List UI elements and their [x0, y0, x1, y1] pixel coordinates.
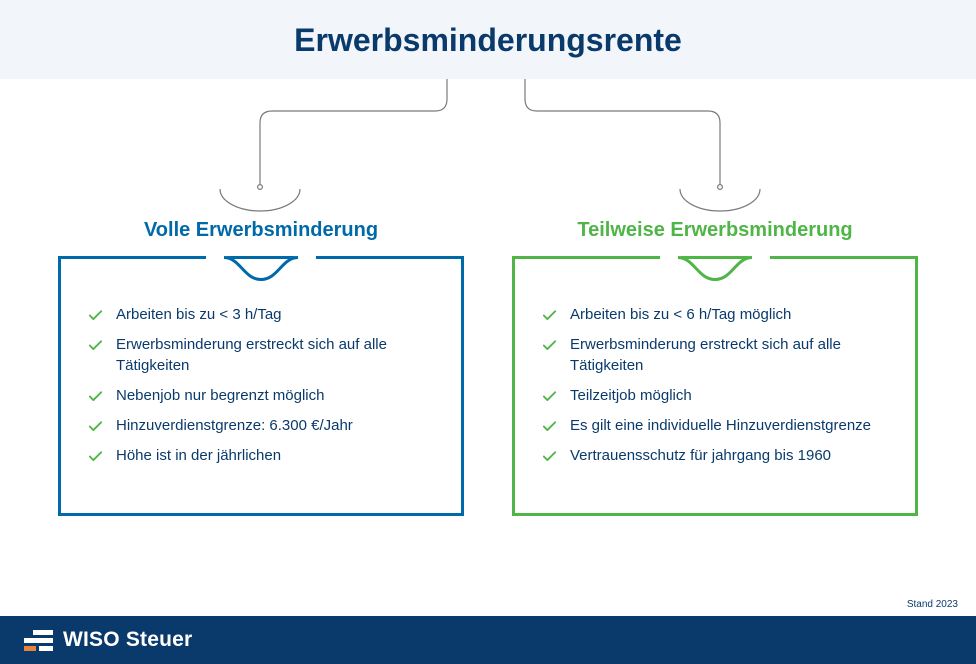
check-icon	[541, 337, 558, 354]
item-text: Vertrauensschutz für jahrgang bis 1960	[570, 446, 831, 466]
connector-svg	[0, 79, 976, 219]
list-item: Es gilt eine individuelle Hinzuverdienst…	[541, 416, 889, 436]
item-text: Arbeiten bis zu < 6 h/Tag möglich	[570, 305, 791, 325]
brand-name: WISO Steuer	[63, 628, 192, 652]
check-icon	[541, 307, 558, 324]
check-icon	[541, 418, 558, 435]
check-icon	[87, 307, 104, 324]
brand-logo-icon	[24, 630, 53, 651]
check-list-full: Arbeiten bis zu < 3 h/Tag Erwerbsminderu…	[87, 305, 435, 467]
notch-icon	[660, 256, 770, 284]
list-item: Vertrauensschutz für jahrgang bis 1960	[541, 446, 889, 466]
card-title-full: Volle Erwerbsminderung	[58, 219, 464, 242]
check-list-partial: Arbeiten bis zu < 6 h/Tag möglich Erwerb…	[541, 305, 889, 467]
stand-label: Stand 2023	[907, 599, 958, 610]
check-icon	[87, 337, 104, 354]
card-column-full: Volle Erwerbsminderung Arbeiten bis zu <…	[58, 219, 464, 516]
cards-row: Volle Erwerbsminderung Arbeiten bis zu <…	[0, 219, 976, 516]
list-item: Arbeiten bis zu < 3 h/Tag	[87, 305, 435, 325]
list-item: Höhe ist in der jährlichen	[87, 446, 435, 466]
item-text: Nebenjob nur begrenzt möglich	[116, 386, 324, 406]
card-box-partial: Arbeiten bis zu < 6 h/Tag möglich Erwerb…	[512, 256, 918, 516]
header-banner: Erwerbsminderungsrente	[0, 0, 976, 79]
list-item: Nebenjob nur begrenzt möglich	[87, 386, 435, 406]
item-text: Erwerbsminderung erstreckt sich auf alle…	[570, 335, 889, 376]
list-item: Hinzuverdienstgrenze: 6.300 €/Jahr	[87, 416, 435, 436]
check-icon	[541, 448, 558, 465]
check-icon	[87, 388, 104, 405]
card-title-partial: Teilweise Erwerbsminderung	[512, 219, 918, 242]
list-item: Teilzeitjob möglich	[541, 386, 889, 406]
card-column-partial: Teilweise Erwerbsminderung Arbeiten bis …	[512, 219, 918, 516]
item-text: Höhe ist in der jährlichen	[116, 446, 281, 466]
item-text: Erwerbsminderung erstreckt sich auf alle…	[116, 335, 435, 376]
item-text: Arbeiten bis zu < 3 h/Tag	[116, 305, 282, 325]
list-item: Erwerbsminderung erstreckt sich auf alle…	[87, 335, 435, 376]
card-box-full: Arbeiten bis zu < 3 h/Tag Erwerbsminderu…	[58, 256, 464, 516]
item-text: Hinzuverdienstgrenze: 6.300 €/Jahr	[116, 416, 353, 436]
list-item: Arbeiten bis zu < 6 h/Tag möglich	[541, 305, 889, 325]
item-text: Teilzeitjob möglich	[570, 386, 692, 406]
notch-icon	[206, 256, 316, 284]
connector-diagram	[0, 79, 976, 219]
check-icon	[541, 388, 558, 405]
list-item: Erwerbsminderung erstreckt sich auf alle…	[541, 335, 889, 376]
footer-bar: WISO Steuer	[0, 616, 976, 664]
item-text: Es gilt eine individuelle Hinzuverdienst…	[570, 416, 871, 436]
page-title: Erwerbsminderungsrente	[0, 22, 976, 59]
check-icon	[87, 418, 104, 435]
check-icon	[87, 448, 104, 465]
